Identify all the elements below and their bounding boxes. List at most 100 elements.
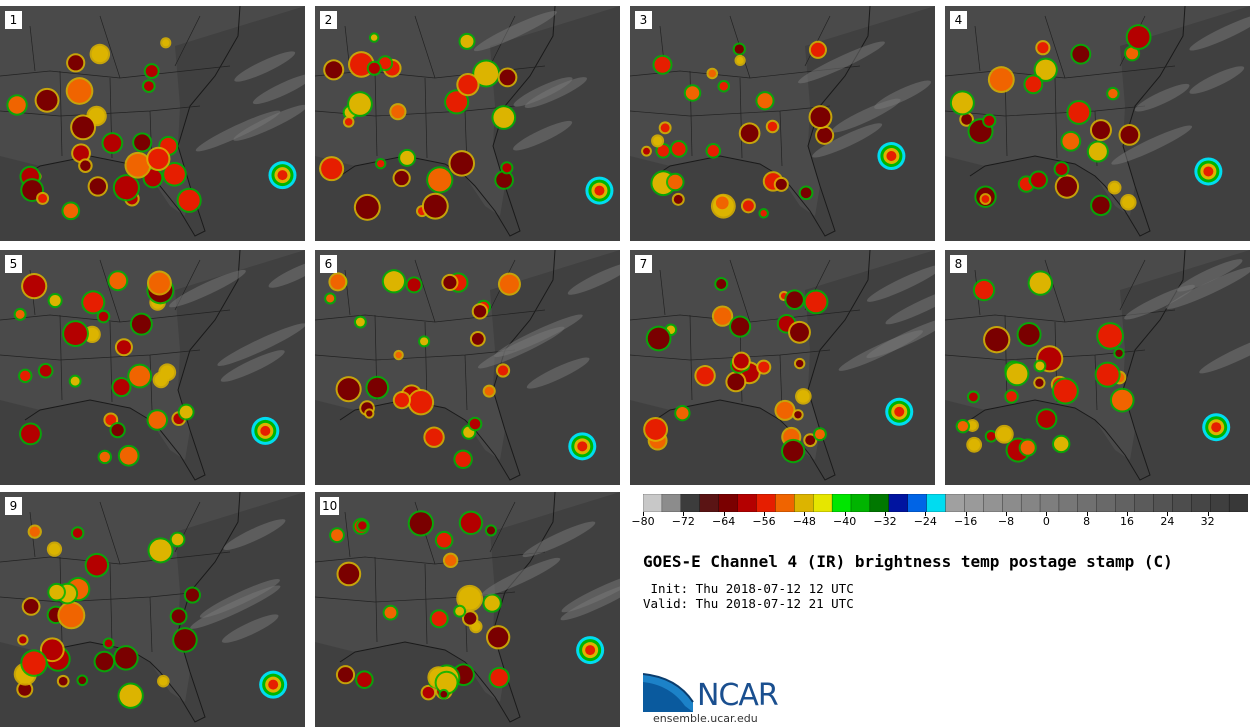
init-time: Init: Thu 2018-07-12 12 UTC bbox=[643, 581, 854, 596]
colorbar-tickmark bbox=[965, 512, 967, 516]
storm-cell bbox=[1037, 410, 1056, 428]
storm-cell bbox=[1109, 182, 1120, 193]
coastline bbox=[969, 6, 1186, 237]
storm-cell bbox=[653, 136, 663, 146]
colorbar-swatch bbox=[1228, 494, 1248, 512]
storm-cell bbox=[384, 606, 397, 619]
colorbar bbox=[643, 494, 1248, 512]
colorbar-tick-label: −64 bbox=[712, 515, 736, 528]
storm-cell bbox=[144, 169, 162, 187]
coastline bbox=[969, 250, 1186, 481]
storm-cell bbox=[957, 420, 969, 432]
panel-label: 6 bbox=[320, 255, 337, 273]
storm-cell bbox=[484, 595, 500, 611]
storm-cell bbox=[795, 359, 804, 368]
storm-cell bbox=[671, 142, 686, 156]
storm-cell bbox=[368, 62, 380, 74]
storm-cell bbox=[1006, 363, 1028, 385]
storm-cell bbox=[696, 367, 714, 385]
offshore-storm bbox=[894, 406, 905, 417]
colorbar-tickmark bbox=[643, 512, 644, 516]
storm-cell bbox=[742, 200, 754, 212]
storm-cell bbox=[400, 150, 415, 165]
storm-cell bbox=[68, 55, 84, 71]
cirrus-streak bbox=[1199, 333, 1250, 374]
cirrus-streak bbox=[798, 41, 885, 84]
colorbar-swatch bbox=[813, 494, 833, 512]
storm-cell bbox=[734, 44, 744, 54]
cirrus-streak bbox=[567, 262, 620, 295]
satellite-map bbox=[945, 250, 1250, 485]
storm-cell bbox=[344, 118, 353, 126]
storm-cell bbox=[499, 69, 516, 86]
colorbar-swatch bbox=[869, 494, 890, 512]
storm-cell bbox=[358, 521, 367, 530]
colorbar-tick-label: 32 bbox=[1200, 515, 1215, 528]
colorbar-swatch bbox=[1058, 494, 1079, 512]
storm-cell bbox=[22, 651, 46, 675]
storm-cell bbox=[119, 446, 138, 465]
colorbar-tick-label: 0 bbox=[1042, 515, 1050, 528]
colorbar-tick-label: −8 bbox=[997, 515, 1015, 528]
colorbar-tick-label: −16 bbox=[954, 515, 978, 528]
storm-cell bbox=[1091, 121, 1110, 140]
storm-cell bbox=[36, 89, 58, 111]
storm-cell bbox=[149, 539, 172, 562]
storm-cell bbox=[1096, 363, 1119, 386]
storm-cell bbox=[355, 195, 379, 219]
storm-cell bbox=[440, 690, 448, 698]
storm-cell bbox=[326, 294, 335, 303]
storm-cell bbox=[72, 116, 95, 139]
storm-cell bbox=[443, 275, 457, 290]
storm-cell bbox=[731, 317, 750, 336]
storm-cell bbox=[668, 174, 683, 190]
storm-cell bbox=[817, 127, 833, 143]
storm-cell bbox=[422, 686, 435, 699]
storm-cell bbox=[171, 533, 184, 546]
storm-cell bbox=[760, 210, 767, 217]
satellite-map bbox=[630, 6, 935, 241]
storm-cell bbox=[18, 682, 32, 696]
storm-cell bbox=[1126, 47, 1139, 60]
storm-cell bbox=[337, 667, 354, 683]
cirrus-streak bbox=[481, 557, 561, 597]
cirrus-streak bbox=[268, 259, 305, 288]
storm-cell bbox=[767, 121, 778, 132]
storm-cell bbox=[109, 272, 127, 290]
storm-cell bbox=[1025, 76, 1042, 93]
storm-cell bbox=[1122, 196, 1135, 209]
cirrus-streak bbox=[522, 521, 596, 558]
storm-cell bbox=[961, 114, 972, 125]
colorbar-tick-label: −48 bbox=[792, 515, 816, 528]
colorbar-tickmark bbox=[1086, 512, 1088, 516]
storm-cell bbox=[29, 526, 40, 537]
colorbar-swatch bbox=[1172, 494, 1192, 512]
colorbar-swatch bbox=[1210, 494, 1230, 512]
storm-cell bbox=[790, 322, 809, 342]
cirrus-streak bbox=[812, 123, 883, 158]
colorbar-tickmark bbox=[925, 512, 927, 516]
colorbar-tickmark bbox=[1127, 512, 1128, 516]
storm-cell bbox=[484, 386, 494, 396]
valid-time: Valid: Thu 2018-07-12 21 UTC bbox=[643, 596, 854, 611]
storm-cell bbox=[989, 68, 1013, 92]
storm-cell bbox=[379, 57, 392, 70]
map-panel-7: 7 bbox=[630, 250, 935, 485]
colorbar-swatch bbox=[1039, 494, 1060, 512]
map-panel-3: 3 bbox=[630, 6, 935, 241]
colorbar-swatch bbox=[1153, 494, 1174, 512]
colorbar-swatch bbox=[1020, 494, 1041, 512]
storm-cell bbox=[105, 414, 117, 426]
panel-label: 5 bbox=[5, 255, 22, 273]
storm-cell bbox=[325, 61, 343, 79]
cirrus-streak bbox=[220, 350, 285, 382]
storm-cell bbox=[337, 378, 360, 401]
storm-cell bbox=[49, 584, 64, 600]
colorbar-swatch bbox=[983, 494, 1003, 512]
storm-cell bbox=[436, 672, 457, 693]
storm-cell bbox=[8, 96, 26, 114]
storm-cell bbox=[1120, 126, 1139, 144]
colorbar-swatch bbox=[680, 494, 701, 512]
storm-cell bbox=[1020, 440, 1035, 455]
map-panel-4: 4 bbox=[945, 6, 1250, 241]
